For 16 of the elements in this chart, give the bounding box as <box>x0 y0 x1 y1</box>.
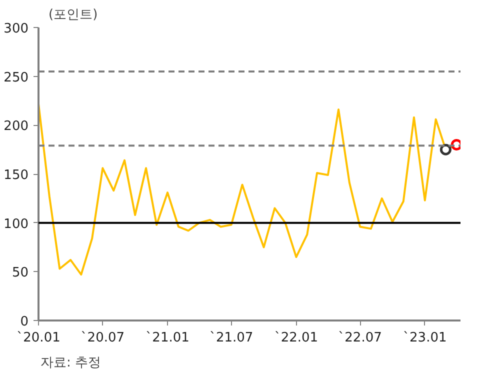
y-tick-label: 250 <box>4 70 29 86</box>
x-tick-label: `22.07 <box>338 330 382 346</box>
x-tick-label: `22.01 <box>274 330 318 346</box>
x-tick-label: `20.07 <box>80 330 125 346</box>
x-tick-label: `21.07 <box>209 330 254 346</box>
y-tick-label: 200 <box>4 119 29 134</box>
x-tick-label: `20.01 <box>16 330 60 346</box>
y-tick-label: 50 <box>12 266 29 281</box>
y-tick-label: 100 <box>4 216 29 232</box>
y-axis-title: (포인트) <box>48 8 98 22</box>
y-tick-label: 300 <box>4 22 29 36</box>
text: 자료: 추정 <box>40 356 102 370</box>
x-tick-label: `23.01 <box>403 330 447 346</box>
y-tick-label: 150 <box>4 168 29 183</box>
y-tick-label: 0 <box>20 314 29 330</box>
x-tick-label: `21.01 <box>146 330 190 346</box>
